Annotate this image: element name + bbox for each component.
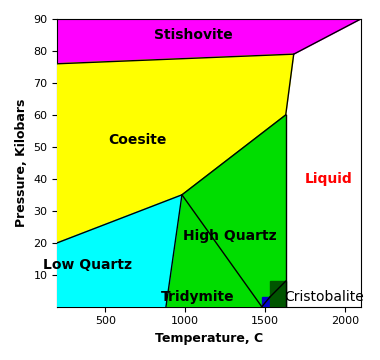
Polygon shape [57,19,361,307]
Text: Liquid: Liquid [305,172,353,186]
Text: High Quartz: High Quartz [183,229,277,243]
Text: Low Quartz: Low Quartz [43,258,132,272]
Text: Tridymite: Tridymite [161,290,235,304]
Polygon shape [182,115,286,307]
Polygon shape [262,297,270,307]
Polygon shape [57,54,294,243]
Polygon shape [57,195,182,307]
Text: Stishovite: Stishovite [154,28,233,42]
Text: Cristobalite: Cristobalite [284,290,364,304]
X-axis label: Temperature, C: Temperature, C [155,332,263,345]
Text: Coesite: Coesite [108,134,166,148]
Polygon shape [57,19,361,64]
Polygon shape [270,281,286,307]
Polygon shape [166,195,262,307]
Y-axis label: Pressure, Kilobars: Pressure, Kilobars [15,99,28,227]
